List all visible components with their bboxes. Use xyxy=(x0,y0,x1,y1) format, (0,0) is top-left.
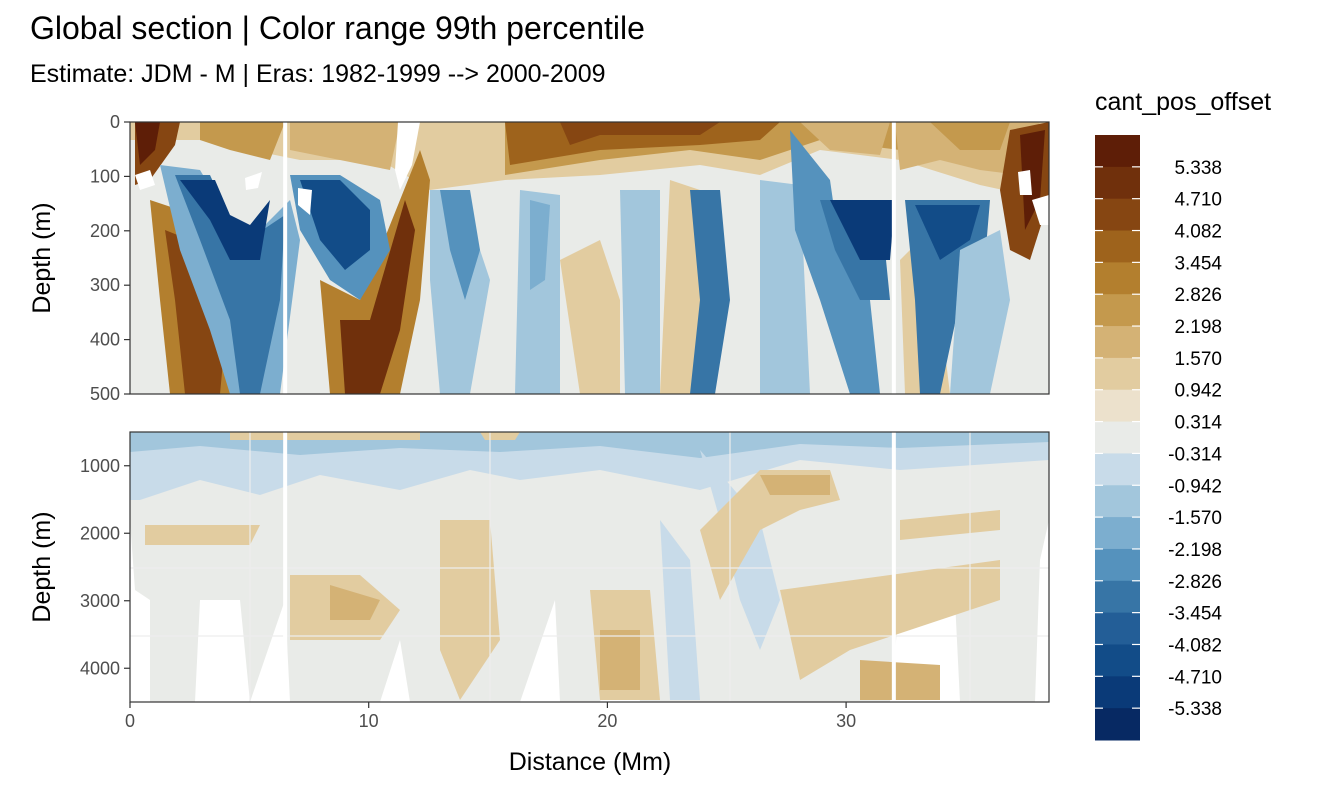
panel-frame-upper xyxy=(129,121,1050,395)
chart-title: Global section | Color range 99th percen… xyxy=(30,10,645,46)
x-tick-label-3: 30 xyxy=(836,711,856,731)
gap-stripe-lower-1 xyxy=(891,432,896,702)
legend-swatch-7 xyxy=(1095,357,1140,391)
legend-label-9: -0.314 xyxy=(1168,444,1222,465)
legend-swatch-6 xyxy=(1095,326,1140,359)
legend-label-3: 3.454 xyxy=(1174,253,1222,274)
legend-swatch-14 xyxy=(1095,580,1140,614)
legend-label-7: 0.942 xyxy=(1174,381,1222,402)
legend-title: cant_pos_offset xyxy=(1095,88,1271,116)
legend-swatch-9 xyxy=(1095,421,1140,454)
y-tick-label-upper-5: 500 xyxy=(90,384,120,404)
legend-swatch-2 xyxy=(1095,198,1140,232)
legend-label-16: -4.710 xyxy=(1168,667,1222,688)
upper-panel-fill xyxy=(130,122,1049,394)
legend-swatch-0 xyxy=(1095,135,1140,168)
y-axis-title-lower: Depth (m) xyxy=(28,511,56,622)
legend-label-13: -2.826 xyxy=(1168,572,1222,593)
x-tick-label-1: 10 xyxy=(359,711,379,731)
legend-swatch-13 xyxy=(1095,548,1140,582)
legend-swatch-10 xyxy=(1095,453,1140,486)
legend-label-0: 5.338 xyxy=(1174,158,1222,179)
x-tick-label-2: 20 xyxy=(597,711,617,731)
legend-swatch-8 xyxy=(1095,389,1140,423)
color-legend: cant_pos_offset 5.338 4.710 4.082 3.454 2.82… xyxy=(1095,88,1271,741)
y-tick-label-lower-1: 2000 xyxy=(80,523,120,543)
upper-panel xyxy=(130,122,1049,394)
legend-label-5: 2.198 xyxy=(1174,317,1222,338)
y-tick-label-lower-2: 3000 xyxy=(80,591,120,611)
y-axis-title-upper: Depth (m) xyxy=(28,202,56,313)
y-tick-label-upper-4: 400 xyxy=(90,330,120,350)
lower-panel-fill xyxy=(130,432,1049,702)
y-tick-label-lower-0: 1000 xyxy=(80,456,120,476)
legend-label-15: -4.082 xyxy=(1168,635,1222,656)
y-tick-label-upper-3: 300 xyxy=(90,275,120,295)
chart-subtitle: Estimate: JDM - M | Eras: 1982-1999 --> … xyxy=(30,60,606,88)
legend-label-17: -5.338 xyxy=(1168,699,1222,720)
legend-label-1: 4.710 xyxy=(1174,190,1222,211)
legend-swatch-3 xyxy=(1095,230,1140,263)
panel-frames xyxy=(129,121,1050,703)
legend-swatch-18 xyxy=(1095,708,1140,741)
panel-frame-lower xyxy=(129,431,1050,703)
gap-stripe-lower-0 xyxy=(283,432,288,702)
legend-swatch-15 xyxy=(1095,612,1140,645)
legend-swatch-1 xyxy=(1095,166,1140,200)
y-tick-label-lower-3: 4000 xyxy=(80,658,120,678)
legend-label-6: 1.570 xyxy=(1174,349,1222,370)
gap-stripe-upper-1 xyxy=(891,122,896,394)
legend-label-14: -3.454 xyxy=(1168,604,1222,625)
legend-label-10: -0.942 xyxy=(1168,476,1222,497)
legend-label-8: 0.314 xyxy=(1174,413,1222,434)
legend-swatch-4 xyxy=(1095,262,1140,295)
x-axis-title: Distance (Mm) xyxy=(509,748,672,776)
legend-swatch-12 xyxy=(1095,517,1140,550)
lower-panel xyxy=(130,432,1049,702)
missing-data-gaps xyxy=(283,122,896,702)
y-tick-label-upper-0: 0 xyxy=(110,112,120,132)
legend-swatch-11 xyxy=(1095,485,1140,518)
legend-swatch-17 xyxy=(1095,676,1140,709)
y-tick-label-upper-1: 100 xyxy=(90,166,120,186)
x-tick-label-0: 0 xyxy=(125,711,135,731)
legend-swatch-16 xyxy=(1095,644,1140,677)
legend-swatch-5 xyxy=(1095,294,1140,327)
legend-label-12: -2.198 xyxy=(1168,540,1222,561)
gap-stripe-upper-0 xyxy=(283,122,288,394)
legend-label-11: -1.570 xyxy=(1168,508,1222,529)
legend-label-4: 2.826 xyxy=(1174,285,1222,306)
axis-ticks: 0 100 200 300 400 500 1000 2000 3000 4000 0 10 20 30 xyxy=(80,112,856,731)
legend-label-2: 4.082 xyxy=(1174,222,1222,243)
y-tick-label-upper-2: 200 xyxy=(90,221,120,241)
